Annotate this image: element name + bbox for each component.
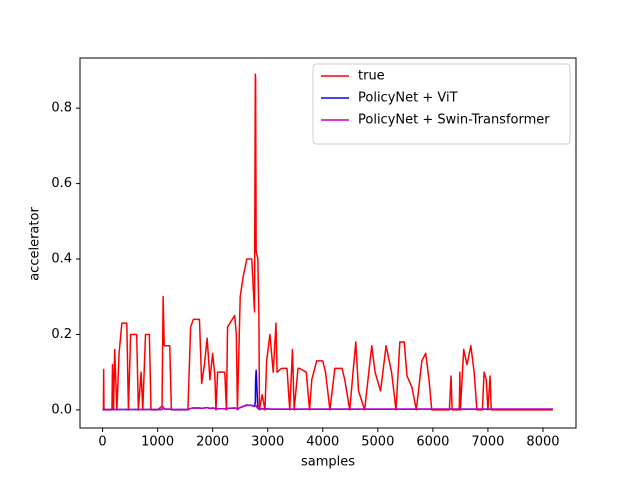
y-tick-label: 0.2	[51, 327, 72, 342]
legend-box	[312, 63, 571, 145]
y-axis-label: accelerator	[28, 207, 43, 281]
legend-label: PolicyNet + ViT	[358, 91, 458, 106]
y-tick-label: 0.0	[51, 402, 72, 417]
x-tick-label: 0	[98, 435, 106, 450]
x-tick-label: 3000	[251, 435, 284, 450]
y-tick-label: 0.4	[51, 252, 72, 267]
x-tick-label: 1000	[141, 435, 174, 450]
legend-label: PolicyNet + Swin-Transformer	[358, 113, 550, 128]
axes-frame	[79, 57, 577, 429]
x-tick-label: 5000	[361, 435, 394, 450]
x-tick-label: 8000	[526, 435, 559, 450]
y-tick-label: 0.8	[51, 101, 72, 116]
x-tick-label: 6000	[416, 435, 449, 450]
x-axis-label: samples	[301, 455, 355, 470]
x-tick-label: 2000	[196, 435, 229, 450]
series-line	[102, 73, 553, 411]
x-tick-label: 7000	[471, 435, 504, 450]
y-tick-label: 0.6	[51, 176, 72, 191]
x-tick-label: 4000	[306, 435, 339, 450]
legend-label: true	[358, 69, 385, 84]
series-line	[102, 404, 553, 411]
